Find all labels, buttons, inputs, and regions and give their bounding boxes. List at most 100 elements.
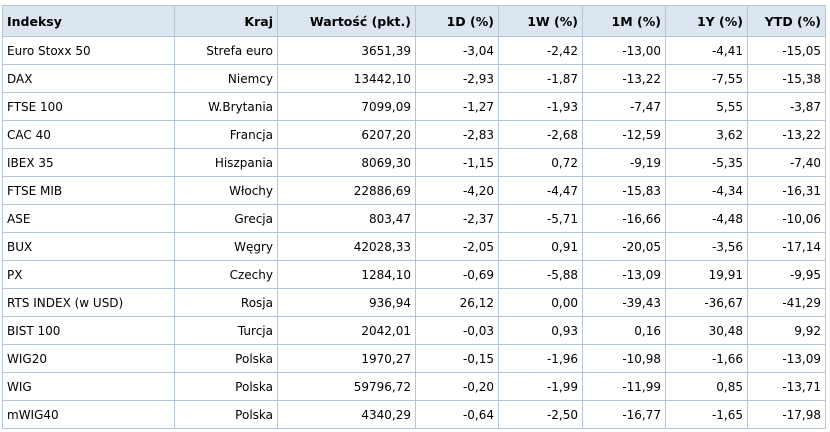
table-row: Euro Stoxx 50 Strefa euro 3651,39 -3,04 -2,4…: [2, 36, 826, 65]
cell-1w: -5,88: [498, 260, 583, 289]
cell-1m: -10,98: [582, 344, 666, 373]
cell-1m: -7,47: [582, 92, 666, 121]
cell-country: Polska: [174, 400, 278, 429]
cell-ytd: -41,29: [747, 288, 826, 317]
cell-1d: -0,15: [415, 344, 499, 373]
cell-1m: -39,43: [582, 288, 666, 317]
cell-1w: 0,91: [498, 232, 583, 261]
cell-country: Rosja: [174, 288, 278, 317]
cell-1m: -13,22: [582, 64, 666, 93]
header-1d: 1D (%): [415, 5, 499, 37]
cell-1w: -5,71: [498, 204, 583, 233]
cell-1y: -7,55: [665, 64, 748, 93]
cell-index-name: PX: [2, 260, 175, 289]
cell-1y: 5,55: [665, 92, 748, 121]
cell-1d: -0,64: [415, 400, 499, 429]
cell-value: 803,47: [277, 204, 416, 233]
cell-1w: -2,68: [498, 120, 583, 149]
header-country: Kraj: [174, 5, 278, 37]
table-row: CAC 40 Francja 6207,20 -2,83 -2,68 -12,59 3,62…: [2, 120, 826, 149]
cell-ytd: -17,14: [747, 232, 826, 261]
cell-1m: -13,00: [582, 36, 666, 65]
cell-1d: -2,83: [415, 120, 499, 149]
cell-1w: -1,93: [498, 92, 583, 121]
cell-1y: -36,67: [665, 288, 748, 317]
cell-index-name: BUX: [2, 232, 175, 261]
cell-value: 936,94: [277, 288, 416, 317]
cell-ytd: -15,38: [747, 64, 826, 93]
header-1m: 1M (%): [582, 5, 666, 37]
cell-1w: 0,00: [498, 288, 583, 317]
header-1y: 1Y (%): [665, 5, 748, 37]
cell-1d: -2,37: [415, 204, 499, 233]
cell-1m: -12,59: [582, 120, 666, 149]
table-header-row: Indeksy Kraj Wartość (pkt.) 1D (%) 1W (%…: [2, 5, 826, 37]
cell-index-name: CAC 40: [2, 120, 175, 149]
table-row: ASE Grecja 803,47 -2,37 -5,71 -16,66 -4,48 -10,…: [2, 204, 826, 233]
header-index: Indeksy: [2, 5, 175, 37]
cell-index-name: Euro Stoxx 50: [2, 36, 175, 65]
cell-index-name: RTS INDEX (w USD): [2, 288, 175, 317]
cell-value: 1284,10: [277, 260, 416, 289]
cell-country: Włochy: [174, 176, 278, 205]
cell-value: 22886,69: [277, 176, 416, 205]
cell-ytd: -16,31: [747, 176, 826, 205]
cell-ytd: -13,22: [747, 120, 826, 149]
cell-1m: -16,77: [582, 400, 666, 429]
cell-1y: 30,48: [665, 316, 748, 345]
cell-1d: -4,20: [415, 176, 499, 205]
cell-1y: -4,48: [665, 204, 748, 233]
cell-value: 13442,10: [277, 64, 416, 93]
cell-country: Hiszpania: [174, 148, 278, 177]
table-row: DAX Niemcy 13442,10 -2,93 -1,87 -13,22 -7,55 -1…: [2, 64, 826, 93]
cell-1m: -16,66: [582, 204, 666, 233]
cell-country: Strefa euro: [174, 36, 278, 65]
cell-value: 6207,20: [277, 120, 416, 149]
cell-1w: -4,47: [498, 176, 583, 205]
cell-1y: 3,62: [665, 120, 748, 149]
cell-ytd: -17,98: [747, 400, 826, 429]
cell-1y: -4,34: [665, 176, 748, 205]
cell-1d: -1,15: [415, 148, 499, 177]
header-1w: 1W (%): [498, 5, 583, 37]
cell-1w: 0,93: [498, 316, 583, 345]
table-row: PX Czechy 1284,10 -0,69 -5,88 -13,09 19,91 -9,9…: [2, 260, 826, 289]
cell-1m: 0,16: [582, 316, 666, 345]
cell-1y: -4,41: [665, 36, 748, 65]
cell-country: Turcja: [174, 316, 278, 345]
cell-ytd: -13,71: [747, 372, 826, 401]
cell-1m: -9,19: [582, 148, 666, 177]
cell-country: Grecja: [174, 204, 278, 233]
cell-1y: -1,65: [665, 400, 748, 429]
cell-1d: -2,05: [415, 232, 499, 261]
cell-country: Francja: [174, 120, 278, 149]
cell-country: Węgry: [174, 232, 278, 261]
table-row: FTSE 100 W.Brytania 7099,09 -1,27 -1,93 -7,47…: [2, 92, 826, 121]
cell-1w: -2,42: [498, 36, 583, 65]
cell-1y: -1,66: [665, 344, 748, 373]
table-row: IBEX 35 Hiszpania 8069,30 -1,15 0,72 -9,19 -5,…: [2, 148, 826, 177]
cell-ytd: -15,05: [747, 36, 826, 65]
cell-1d: -0,20: [415, 372, 499, 401]
cell-1m: -15,83: [582, 176, 666, 205]
cell-1m: -13,09: [582, 260, 666, 289]
cell-1d: -1,27: [415, 92, 499, 121]
cell-index-name: BIST 100: [2, 316, 175, 345]
cell-1y: 0,85: [665, 372, 748, 401]
cell-1d: 26,12: [415, 288, 499, 317]
cell-country: Czechy: [174, 260, 278, 289]
cell-index-name: WIG: [2, 372, 175, 401]
cell-index-name: mWIG40: [2, 400, 175, 429]
cell-value: 59796,72: [277, 372, 416, 401]
cell-1w: -1,99: [498, 372, 583, 401]
cell-1d: -3,04: [415, 36, 499, 65]
cell-ytd: -9,95: [747, 260, 826, 289]
table-row: BUX Węgry 42028,33 -2,05 0,91 -20,05 -3,56 -17,…: [2, 232, 826, 261]
cell-1d: -0,69: [415, 260, 499, 289]
table-row: WIG Polska 59796,72 -0,20 -1,99 -11,99 0,85 -13…: [2, 372, 826, 401]
cell-country: Polska: [174, 372, 278, 401]
cell-1m: -20,05: [582, 232, 666, 261]
indices-table-container: Indeksy Kraj Wartość (pkt.) 1D (%) 1W (%…: [2, 5, 826, 429]
cell-country: W.Brytania: [174, 92, 278, 121]
indices-table: Indeksy Kraj Wartość (pkt.) 1D (%) 1W (%…: [2, 5, 826, 429]
